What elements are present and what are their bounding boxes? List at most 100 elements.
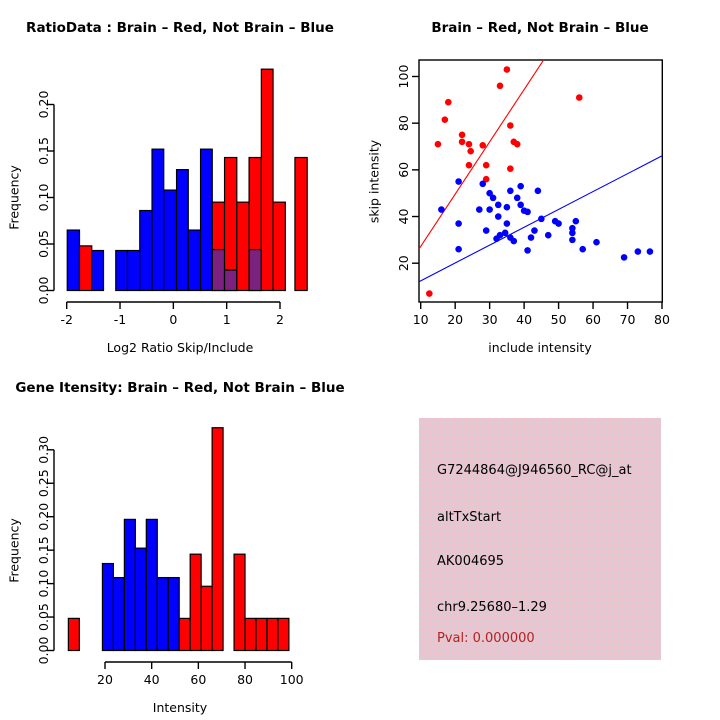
- data-point: [494, 201, 502, 209]
- y-axis: 0.00 0.05 0.10 0.15 0.20 0.25 0.30: [36, 436, 55, 664]
- gene-intensity-histogram-plot: 0.00 0.05 0.10 0.15 0.20 0.25 0.30 20 40 60 80 100: [36, 427, 304, 687]
- data-point: [524, 208, 531, 216]
- x-tick-label: 70: [620, 312, 636, 327]
- data-point: [476, 206, 483, 213]
- x-tick-label: 80: [237, 672, 253, 687]
- gene-intensity-histogram-title: Gene Itensity: Brain – Red, Not Brain – …: [15, 380, 345, 396]
- bar-overlap: [223, 269, 238, 292]
- x-axis: 10 20 30 40 50 60 70 80: [413, 302, 670, 327]
- data-point: [527, 234, 535, 241]
- bar-blue: [134, 547, 147, 652]
- pval: Pval: 0.000000: [437, 631, 535, 646]
- data-point: [455, 178, 462, 185]
- data-point: [569, 229, 576, 237]
- bar-red: [211, 427, 224, 652]
- event-type: altTxStart: [437, 510, 502, 525]
- bar-blue: [156, 576, 169, 652]
- bar-red: [277, 617, 290, 652]
- intensity-scatter-panel: 10 20 30 40 50 60 70 80 20 40 60 80 100 Brain – Red,…: [360, 0, 720, 360]
- data-point: [467, 147, 474, 155]
- data-point: [489, 194, 497, 202]
- data-point: [593, 238, 600, 246]
- x-tick-label: 40: [516, 312, 532, 327]
- gene-intensity-histogram-panel: 0.00 0.05 0.10 0.15 0.20 0.25 0.30 20 40 60 80 100 …: [0, 360, 360, 720]
- y-tick-label: 40: [396, 209, 411, 225]
- y-tick-label: 0.20: [36, 503, 51, 531]
- data-point: [465, 161, 473, 169]
- data-point: [534, 187, 542, 195]
- y-tick-label: 20: [396, 255, 411, 271]
- x-tick-label: 2: [276, 312, 284, 327]
- data-point: [486, 189, 493, 197]
- x-axis: 20 40 60 80 100: [97, 661, 304, 687]
- data-point: [482, 227, 490, 234]
- y-tick-label: 80: [396, 115, 411, 131]
- y-tick-label: 0.00: [36, 277, 51, 305]
- data-point: [569, 236, 576, 244]
- bar-blue: [139, 209, 153, 292]
- bar-blue: [163, 189, 178, 292]
- bar-overlap: [211, 248, 226, 292]
- data-point: [444, 98, 452, 106]
- gene-info-panel: G7244864@J946560_RC@j_at altTxStart AK00…: [360, 360, 720, 720]
- ratio-histogram-plot: 0.00 0.05 0.10 0.15 0.20 -2 -1 0 1 2: [36, 68, 308, 327]
- x-tick-label: 80: [654, 312, 670, 327]
- x-tick-label: 40: [144, 672, 160, 687]
- data-point: [503, 66, 511, 73]
- bar-red: [294, 156, 308, 292]
- bar-red: [178, 617, 191, 652]
- bar-blue: [101, 562, 115, 652]
- x-tick-label: 100: [280, 672, 304, 687]
- y-tick-label: 0.15: [36, 536, 51, 564]
- data-point: [555, 220, 562, 227]
- data-point: [510, 237, 518, 245]
- ratio-histogram-xlabel: Log2 Ratio Skip/Include: [106, 340, 254, 355]
- y-tick-label: 0.10: [36, 184, 51, 212]
- data-point: [455, 245, 462, 253]
- bar-red: [260, 68, 274, 292]
- data-point: [479, 142, 487, 149]
- x-tick-label: 20: [97, 672, 113, 687]
- data-point: [507, 122, 514, 129]
- bar-blue: [151, 148, 165, 292]
- data-point: [620, 254, 628, 261]
- bar-blue: [175, 169, 189, 292]
- histogram-bars: [66, 68, 308, 292]
- data-point: [441, 116, 449, 123]
- x-tick-label: 30: [482, 312, 498, 327]
- data-point: [482, 175, 490, 183]
- bar-blue: [187, 229, 202, 292]
- data-point: [465, 140, 473, 148]
- gene-info-box: G7244864@J946560_RC@j_at altTxStart AK00…: [419, 418, 661, 660]
- bar-red: [200, 585, 213, 652]
- data-point: [517, 201, 524, 209]
- ratio-histogram-title: RatioData : Brain – Red, Not Brain – Blu…: [26, 20, 334, 36]
- data-point: [496, 82, 504, 90]
- data-point: [494, 213, 502, 220]
- bar-blue: [123, 518, 136, 652]
- y-tick-label: 0.05: [36, 603, 51, 631]
- data-point: [517, 182, 524, 190]
- data-point: [458, 138, 466, 146]
- data-point: [458, 131, 466, 139]
- intensity-scatter-plot: 10 20 30 40 50 60 70 80 20 40 60 80 100: [396, 59, 670, 327]
- ratio-histogram-panel: 0.00 0.05 0.10 0.15 0.20 -2 -1 0 1 2 RatioData : …: [0, 0, 360, 360]
- locus: chr9.25680–1.29: [437, 600, 547, 615]
- accession: AK004695: [437, 554, 505, 569]
- x-axis: -2 -1 0 1 2: [60, 301, 284, 327]
- bar-blue: [66, 229, 81, 292]
- bar-red: [266, 617, 279, 652]
- data-point: [438, 206, 445, 213]
- gene-intensity-histogram-xlabel: Intensity: [152, 700, 208, 715]
- bar-red: [67, 617, 80, 652]
- data-point: [486, 206, 493, 213]
- data-point: [572, 217, 580, 225]
- data-point: [426, 290, 433, 297]
- x-tick-label: 50: [551, 312, 567, 327]
- x-tick-label: 60: [585, 312, 601, 327]
- y-axis: 0.00 0.05 0.10 0.15 0.20: [36, 91, 55, 305]
- bar-overlap: [248, 248, 262, 292]
- data-point: [569, 224, 576, 232]
- intensity-scatter-xlabel: include intensity: [488, 340, 592, 355]
- x-tick-label: 1: [223, 312, 231, 327]
